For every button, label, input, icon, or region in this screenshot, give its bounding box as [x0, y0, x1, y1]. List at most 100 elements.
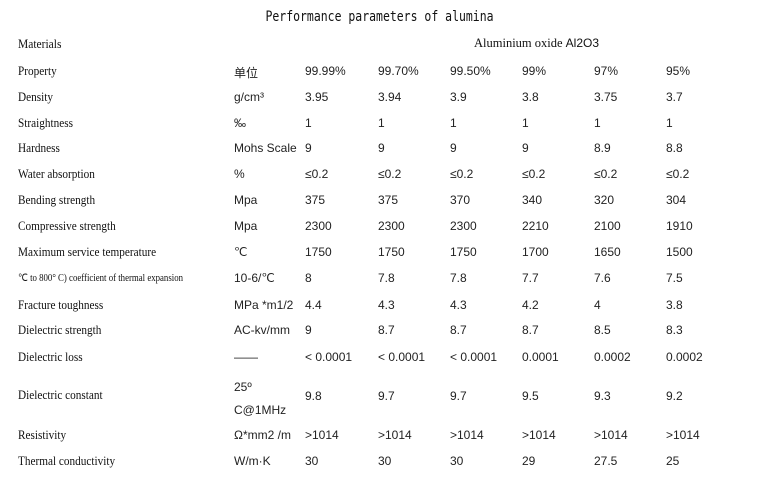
value-cell: 1750 [305, 245, 332, 259]
value-cell: 1750 [450, 245, 477, 259]
value-cell: 304 [666, 193, 687, 207]
value-cell: 9.3 [594, 389, 611, 403]
table-row-hardness: Hardness Mohs Scale 9 9 9 9 8.9 8.8 [0, 141, 759, 165]
value-cell: 1 [594, 116, 601, 130]
unit-cell: 10-6/℃ [234, 271, 275, 285]
table-row-straightness: Straightness ‰ 1 1 1 1 1 1 [0, 116, 759, 140]
value-cell: 2210 [522, 219, 549, 233]
unit-cell: Mohs Scale [234, 141, 297, 155]
table-row-compressive-strength: Compressive strength Mpa 2300 2300 2300 … [0, 219, 759, 243]
unit-cell: 25º C@1MHz [234, 376, 286, 422]
value-cell: 4.4 [305, 298, 322, 312]
table-row-thermal-expansion: ℃ to 800° C) coefficient of thermal expa… [0, 271, 759, 295]
property-label: Density [18, 90, 54, 104]
property-label: Compressive strength [18, 219, 116, 233]
value-cell: ≤0.2 [378, 167, 402, 181]
value-cell: 4.3 [450, 298, 467, 312]
value-cell: 9 [522, 141, 529, 155]
value-cell: 1650 [594, 245, 621, 259]
value-cell: 320 [594, 193, 615, 207]
value-cell: 3.7 [666, 90, 683, 104]
value-cell: 3.8 [522, 90, 539, 104]
value-cell: 8.7 [378, 323, 395, 337]
property-label: Fracture toughness [18, 298, 104, 312]
value-cell: >1014 [594, 428, 628, 442]
property-label: Water absorption [18, 167, 95, 181]
property-label: Hardness [18, 141, 60, 155]
value-cell: 7.7 [522, 271, 539, 285]
materials-formula: Al2O3 [565, 36, 600, 50]
value-cell: 340 [522, 193, 543, 207]
table-row-dielectric-strength: Dielectric strength AC-kv/mm 9 8.7 8.7 8… [0, 323, 759, 347]
materials-name: Aluminium oxide [474, 36, 563, 50]
value-cell: 97% [594, 64, 619, 78]
value-cell: 1750 [378, 245, 405, 259]
table-row-resistivity: Resistivity Ω*mm2 /m >1014 >1014 >1014 >… [0, 428, 759, 452]
value-cell: 25 [666, 454, 680, 468]
unit-cell: % [234, 167, 245, 181]
value-cell: ≤0.2 [594, 167, 618, 181]
value-cell: 1 [450, 116, 457, 130]
table-row-density: Density g/cm³ 3.95 3.94 3.9 3.8 3.75 3.7 [0, 90, 759, 114]
value-cell: 29 [522, 454, 536, 468]
value-cell: 30 [378, 454, 392, 468]
value-cell: >1014 [305, 428, 339, 442]
value-cell: 8.7 [450, 323, 467, 337]
value-cell: ≤0.2 [666, 167, 690, 181]
value-cell: 1910 [666, 219, 693, 233]
value-cell: >1014 [378, 428, 412, 442]
value-cell: ≤0.2 [450, 167, 474, 181]
value-cell: 7.5 [666, 271, 683, 285]
value-cell: 1 [666, 116, 673, 130]
unit-cell: g/cm³ [234, 90, 264, 104]
unit-cell: Mpa [234, 193, 258, 207]
value-cell: 95% [666, 64, 691, 78]
value-cell: 0.0001 [522, 350, 559, 364]
value-cell: 9.7 [450, 389, 467, 403]
property-label: Dielectric strength [18, 323, 102, 337]
value-cell: 99.99% [305, 64, 346, 78]
table-row-dielectric-loss: Dielectric loss —— < 0.0001 < 0.0001 < 0… [0, 350, 759, 374]
value-cell: 7.8 [378, 271, 395, 285]
property-label: ℃ to 800° C) coefficient of thermal expa… [18, 273, 183, 284]
value-cell: 3.8 [666, 298, 683, 312]
table-row-fracture-toughness: Fracture toughness MPa *m1/2 4.4 4.3 4.3… [0, 298, 759, 322]
property-label: Dielectric constant [18, 388, 103, 402]
value-cell: 99.70% [378, 64, 419, 78]
value-cell: 2300 [305, 219, 332, 233]
value-cell: 3.75 [594, 90, 618, 104]
value-cell: < 0.0001 [378, 350, 426, 364]
value-cell: 1700 [522, 245, 549, 259]
unit-cell: 单位 [234, 66, 259, 80]
property-label: Dielectric loss [18, 350, 83, 364]
table-row-water-absorption: Water absorption % ≤0.2 ≤0.2 ≤0.2 ≤0.2 ≤… [0, 167, 759, 191]
unit-line: C@1MHz [234, 403, 287, 417]
unit-line: 25º [234, 380, 252, 394]
value-cell: 7.6 [594, 271, 611, 285]
value-cell: 8.3 [666, 323, 683, 337]
materials-label: Materials [18, 37, 62, 51]
value-cell: 4.3 [378, 298, 395, 312]
table-row-thermal-conductivity: Thermal conductivity W/m·K 30 30 30 29 2… [0, 454, 759, 478]
value-cell: ≤0.2 [305, 167, 329, 181]
value-cell: 9.5 [522, 389, 539, 403]
value-cell: < 0.0001 [450, 350, 498, 364]
unit-cell: MPa *m1/2 [234, 298, 294, 312]
value-cell: 9.8 [305, 389, 322, 403]
value-cell: 375 [378, 193, 399, 207]
unit-cell: Ω*mm2 /m [234, 428, 291, 442]
unit-cell: —— [234, 350, 258, 364]
value-cell: 370 [450, 193, 471, 207]
value-cell: 9.2 [666, 389, 683, 403]
value-cell: 8.8 [666, 141, 683, 155]
value-cell: >1014 [450, 428, 484, 442]
table-row-property: Property 单位 99.99% 99.70% 99.50% 99% 97%… [0, 64, 759, 88]
page-title: Performance parameters of alumina [265, 9, 494, 25]
value-cell: 1500 [666, 245, 693, 259]
table-row-max-service-temperature: Maximum service temperature ℃ 1750 1750 … [0, 245, 759, 269]
value-cell: 2300 [450, 219, 477, 233]
unit-cell: ‰ [234, 116, 246, 130]
value-cell: 4 [594, 298, 601, 312]
property-label: Maximum service temperature [18, 245, 157, 259]
value-cell: >1014 [522, 428, 556, 442]
